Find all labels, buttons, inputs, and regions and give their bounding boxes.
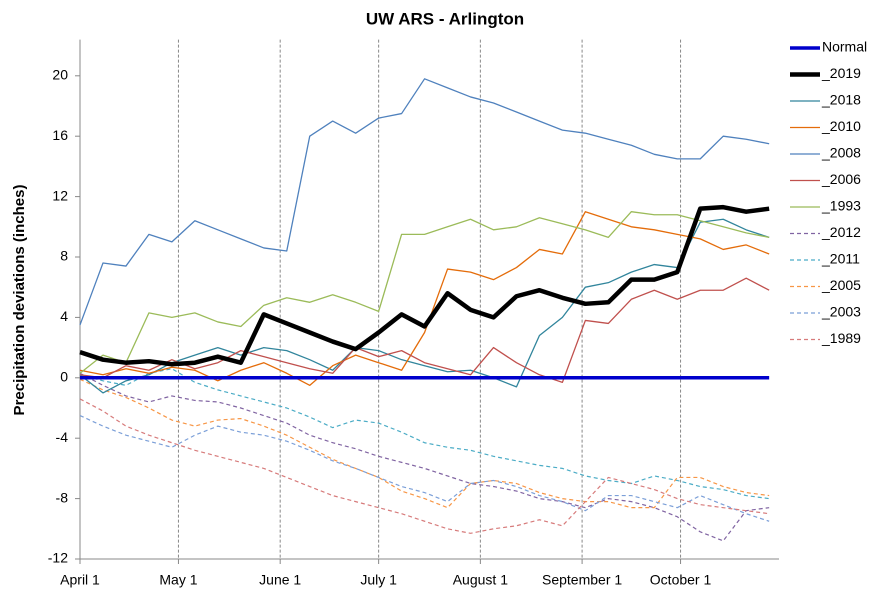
legend-label: _2003 xyxy=(821,304,861,320)
series-line xyxy=(79,78,770,326)
x-tick-label: April 1 xyxy=(60,572,100,588)
series-line xyxy=(79,204,770,367)
y-axis-title: Precipitation deviations (inches) xyxy=(11,185,28,416)
legend-label: _2018 xyxy=(821,92,861,108)
legend-label: _2010 xyxy=(821,118,861,134)
chart-title: UW ARS - Arlington xyxy=(366,9,524,28)
legend-label: _2019 xyxy=(821,65,861,81)
x-tick-label: July 1 xyxy=(360,572,397,588)
legend-label: _2008 xyxy=(821,145,861,161)
series-line xyxy=(79,398,770,534)
series-line xyxy=(79,368,770,500)
legend-label: _2005 xyxy=(821,277,861,293)
y-tick-label: 4 xyxy=(60,308,68,324)
x-tick-label: May 1 xyxy=(159,572,197,588)
x-tick-label: September 1 xyxy=(542,572,622,588)
legend-label: _2011 xyxy=(821,251,860,267)
series-line xyxy=(79,211,770,374)
y-tick-label: 12 xyxy=(52,187,68,203)
series-line xyxy=(79,372,770,542)
legend-label: _2012 xyxy=(821,224,861,240)
y-tick-label: 8 xyxy=(60,248,68,264)
y-tick-label: 20 xyxy=(52,67,68,83)
y-tick-label: -8 xyxy=(56,489,69,505)
y-tick-label: -4 xyxy=(56,429,69,445)
legend-label: _2006 xyxy=(821,171,861,187)
x-tick-label: October 1 xyxy=(650,572,712,588)
x-tick-label: August 1 xyxy=(453,572,508,588)
legend-label: _1993 xyxy=(821,198,861,214)
series-line xyxy=(79,218,770,394)
series-line xyxy=(79,211,770,387)
y-tick-label: 16 xyxy=(52,127,68,143)
y-tick-label: -12 xyxy=(48,550,68,566)
series-line xyxy=(79,378,770,509)
legend-label: Normal xyxy=(822,39,867,55)
y-tick-label: 0 xyxy=(60,369,68,385)
x-tick-label: June 1 xyxy=(259,572,301,588)
legend-label: _1989 xyxy=(821,330,861,346)
series-line xyxy=(79,277,770,383)
series-line xyxy=(79,415,770,522)
